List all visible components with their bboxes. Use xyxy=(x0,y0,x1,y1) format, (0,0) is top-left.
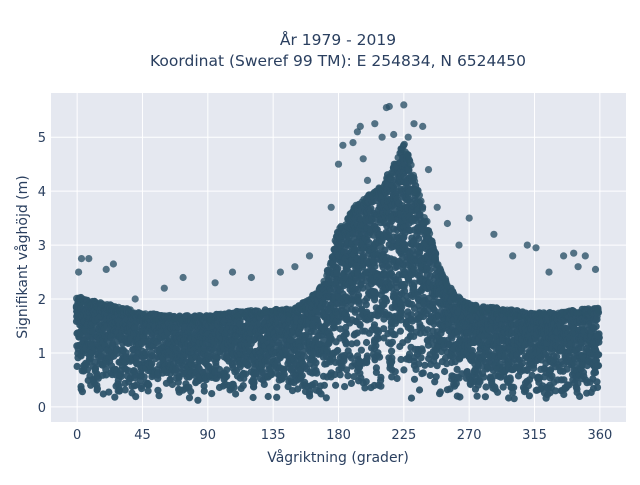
data-point xyxy=(156,392,163,399)
data-point xyxy=(356,321,363,328)
data-point xyxy=(223,366,230,373)
data-point xyxy=(394,375,401,382)
data-point xyxy=(321,382,328,389)
data-point xyxy=(411,266,418,273)
data-point xyxy=(511,395,518,402)
data-point xyxy=(410,172,417,179)
data-point xyxy=(510,384,517,391)
data-point xyxy=(79,388,86,395)
data-point xyxy=(363,378,370,385)
data-point xyxy=(194,397,201,404)
data-point xyxy=(388,358,395,365)
data-point xyxy=(507,374,514,381)
data-point xyxy=(456,393,463,400)
data-point xyxy=(145,387,152,394)
data-point xyxy=(482,393,489,400)
data-point xyxy=(431,378,438,385)
data-point xyxy=(382,296,389,303)
data-point xyxy=(426,230,433,237)
data-point xyxy=(530,365,537,372)
data-point xyxy=(222,374,229,381)
data-point xyxy=(332,382,339,389)
data-point xyxy=(437,388,444,395)
data-point xyxy=(576,393,583,400)
data-point xyxy=(401,141,408,148)
data-point xyxy=(111,394,118,401)
data-point xyxy=(323,394,330,401)
data-point xyxy=(344,372,351,379)
data-point xyxy=(418,354,425,361)
data-point xyxy=(371,289,378,296)
data-point xyxy=(333,270,340,277)
data-point xyxy=(441,368,448,375)
data-point xyxy=(408,395,415,402)
data-point xyxy=(420,369,427,376)
data-point xyxy=(355,298,362,305)
data-point xyxy=(334,347,341,354)
data-point xyxy=(364,355,371,362)
data-point xyxy=(419,205,426,212)
data-point xyxy=(397,300,404,307)
data-point xyxy=(442,275,449,282)
data-point xyxy=(358,347,365,354)
data-point xyxy=(94,385,101,392)
data-point xyxy=(187,388,194,395)
data-point xyxy=(312,359,319,366)
data-point xyxy=(208,390,215,397)
data-point xyxy=(389,339,396,346)
data-point xyxy=(356,370,363,377)
data-point xyxy=(138,385,145,392)
data-point xyxy=(261,381,268,388)
data-point xyxy=(593,323,600,330)
data-point xyxy=(141,373,148,380)
data-point xyxy=(411,376,418,383)
data-point xyxy=(417,198,424,205)
data-point xyxy=(423,218,430,225)
data-point xyxy=(337,371,344,378)
data-point xyxy=(560,391,567,398)
data-point xyxy=(273,384,280,391)
data-point xyxy=(400,366,407,373)
data-point xyxy=(416,386,423,393)
data-point xyxy=(351,246,358,253)
data-point xyxy=(526,392,533,399)
data-point xyxy=(408,161,415,168)
data-point xyxy=(132,393,139,400)
data-point xyxy=(388,348,395,355)
data-point xyxy=(105,389,112,396)
data-point xyxy=(494,389,501,396)
data-point xyxy=(230,381,237,388)
data-point xyxy=(432,352,439,359)
data-point xyxy=(122,386,129,393)
data-point xyxy=(376,354,383,361)
data-point xyxy=(116,372,123,379)
data-point xyxy=(341,383,348,390)
data-point xyxy=(273,394,280,401)
data-point xyxy=(419,347,426,354)
data-point xyxy=(232,390,239,397)
data-point xyxy=(240,382,247,389)
data-point xyxy=(363,339,370,346)
data-point xyxy=(313,370,320,377)
data-point xyxy=(398,310,405,317)
data-point xyxy=(265,393,272,400)
data-point xyxy=(353,339,360,346)
data-point xyxy=(250,394,257,401)
data-point xyxy=(348,380,355,387)
data-point xyxy=(201,388,208,395)
data-point xyxy=(186,394,193,401)
data-point xyxy=(392,368,399,375)
data-point xyxy=(377,374,384,381)
data-point xyxy=(411,178,418,185)
data-point xyxy=(371,263,378,270)
data-point xyxy=(432,253,439,260)
data-point xyxy=(474,393,481,400)
data-point xyxy=(426,266,433,273)
data-point xyxy=(377,383,384,390)
data-point xyxy=(397,328,404,335)
